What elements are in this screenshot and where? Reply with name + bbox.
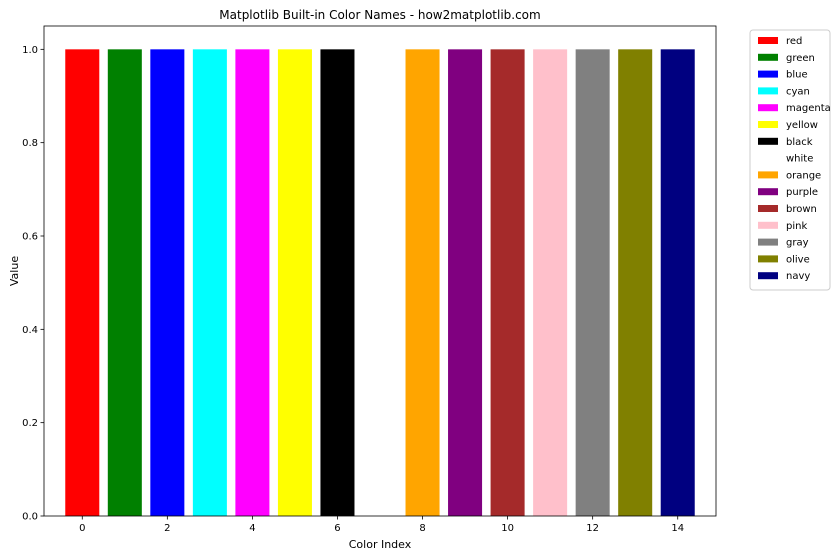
x-tick-label: 14	[671, 523, 684, 534]
y-tick-label: 0.6	[22, 232, 38, 243]
legend-label-cyan: cyan	[786, 86, 810, 97]
legend-label-olive: olive	[786, 254, 810, 265]
y-tick-label: 0.0	[22, 512, 38, 523]
legend-label-magenta: magenta	[786, 103, 831, 114]
bars-group	[65, 49, 695, 516]
legend-swatch-cyan	[758, 87, 778, 95]
legend-swatch-white	[758, 154, 778, 162]
x-axis-label: Color Index	[349, 538, 412, 551]
bar-gray	[575, 49, 610, 516]
legend-label-pink: pink	[786, 221, 807, 232]
x-tick-label: 6	[334, 523, 340, 534]
bar-navy	[660, 49, 695, 516]
legend-label-navy: navy	[786, 271, 810, 282]
legend: red green blue cyan magenta yellow black white o…	[749, 29, 831, 291]
legend-label-black: black	[786, 137, 813, 148]
x-tick-label: 10	[501, 523, 514, 534]
y-tick-label: 0.4	[22, 325, 38, 336]
x-tick-label: 12	[586, 523, 599, 534]
legend-label-yellow: yellow	[786, 120, 818, 131]
legend-swatch-brown	[758, 205, 778, 212]
bar-green	[107, 49, 142, 516]
bar-cyan	[192, 49, 227, 516]
legend-swatch-navy	[758, 272, 778, 280]
bar-red	[65, 49, 100, 516]
plot-frame	[43, 25, 717, 517]
legend-swatch-pink	[758, 221, 778, 229]
legend-label-blue: blue	[786, 70, 808, 81]
y-tick-label: 1.0	[22, 45, 38, 56]
x-tick-label: 4	[249, 523, 255, 534]
bar-blue	[150, 49, 185, 516]
legend-label-green: green	[786, 53, 815, 64]
legend-swatch-black	[758, 137, 778, 145]
x-tick-label: 0	[79, 523, 85, 534]
bar-orange	[405, 49, 440, 516]
legend-swatch-yellow	[758, 121, 778, 128]
legend-label-orange: orange	[786, 170, 821, 181]
x-tick-label: 8	[419, 523, 425, 534]
legend-swatch-blue	[758, 70, 778, 78]
legend-label-brown: brown	[786, 204, 817, 215]
legend-label-gray: gray	[786, 238, 809, 249]
bar-purple	[448, 49, 483, 516]
legend-swatch-gray	[758, 238, 778, 246]
legend-label-red: red	[786, 36, 802, 47]
y-tick-label: 0.8	[22, 138, 38, 149]
legend-label-purple: purple	[786, 187, 818, 198]
bar-brown	[490, 49, 525, 516]
y-tick-label: 0.2	[22, 418, 38, 429]
x-axis-ticks: 0 2 4 6 8 10 12 14	[79, 516, 684, 534]
legend-swatch-orange	[758, 171, 778, 179]
legend-label-white: white	[786, 154, 813, 165]
y-axis-ticks: 0.0 0.2 0.4 0.6 0.8 1.0	[22, 45, 44, 523]
bar-olive	[618, 49, 653, 516]
bar-white	[362, 49, 398, 516]
legend-swatch-olive	[758, 255, 778, 263]
bar-black	[320, 49, 355, 516]
chart-title: Matplotlib Built-in Color Names - how2ma…	[219, 8, 540, 22]
legend-swatch-magenta	[758, 104, 778, 112]
legend-swatch-purple	[758, 188, 778, 196]
bar-pink	[533, 49, 568, 516]
bar-magenta	[235, 49, 270, 516]
legend-swatch-green	[758, 53, 778, 61]
bar-yellow	[277, 49, 312, 516]
y-axis-label: Value	[8, 256, 21, 286]
x-tick-label: 2	[164, 523, 170, 534]
legend-swatch-red	[758, 37, 778, 44]
